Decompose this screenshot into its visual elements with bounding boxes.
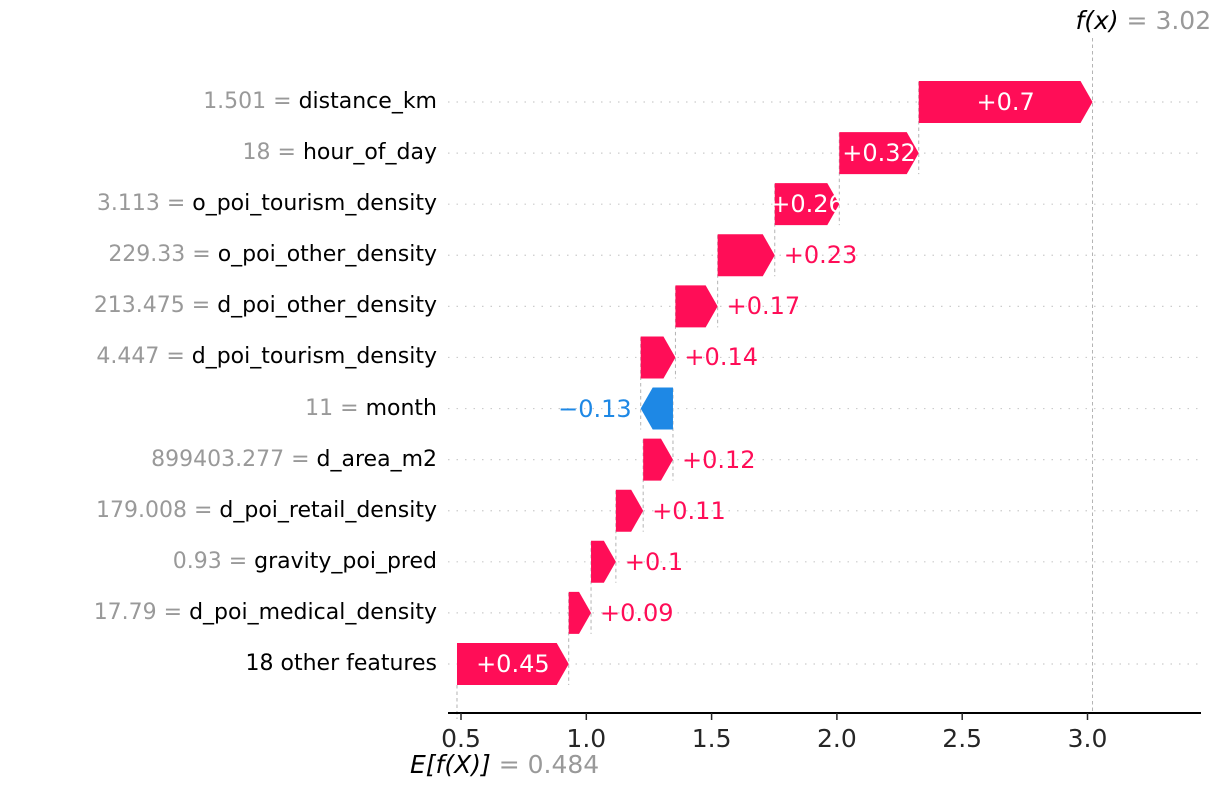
feature-name: gravity_poi_pred xyxy=(254,548,437,574)
feature-row-label: 0.93 = gravity_poi_pred xyxy=(173,547,437,577)
waterfall-bar-month xyxy=(640,387,673,430)
feature-value: 4.447 xyxy=(96,344,160,370)
base-annotation: E[f(X)] = 0.484 xyxy=(410,750,599,780)
equals-sign: = xyxy=(284,446,317,472)
feature-value: 3.113 xyxy=(96,191,160,217)
feature-value: 1.501 xyxy=(203,89,267,114)
waterfall-bar-d-poi-tourism-density xyxy=(640,336,676,379)
feature-value: 179.008 xyxy=(96,497,187,523)
feature-row-label: 18 = hour_of_day xyxy=(243,138,437,168)
x-tick-label: 0.5 xyxy=(441,724,481,753)
feature-row-label: 1.501 = distance_km xyxy=(203,87,437,117)
equals-sign: = xyxy=(333,395,366,421)
feature-name: distance_km xyxy=(298,89,437,114)
feature-row-label: 3.113 = o_poi_tourism_density xyxy=(97,189,437,219)
feature-row-label: 899403.277 = d_area_m2 xyxy=(151,445,437,475)
waterfall-bar-d-poi-retail-density xyxy=(615,489,644,532)
fx-label: f(x) xyxy=(1075,6,1119,35)
feature-value: 229.33 xyxy=(108,242,186,268)
equals-sign: = xyxy=(266,89,299,114)
feature-value: 0.93 xyxy=(172,548,222,574)
base-value: 0.484 xyxy=(527,750,600,779)
bar-value-label: +0.11 xyxy=(652,496,726,525)
equals-sign: = xyxy=(159,344,192,370)
feature-row-label: 17.79 = d_poi_medical_density xyxy=(94,598,437,628)
x-tick-label: 3.0 xyxy=(1067,724,1108,753)
bar-value-label: +0.1 xyxy=(624,547,684,576)
waterfall-bar-o-poi-other-density xyxy=(717,234,775,277)
feature-row-label: 229.33 = o_poi_other_density xyxy=(108,240,437,270)
feature-name: hour_of_day xyxy=(302,140,437,166)
feature-row-label: 18 other features xyxy=(246,649,437,679)
waterfall-bar-d-poi-medical-density xyxy=(568,591,592,634)
bar-value-label: +0.09 xyxy=(600,598,674,627)
feature-value: 213.475 xyxy=(93,293,185,319)
base-equals: = xyxy=(490,750,528,779)
waterfall-bar-hour-of-day xyxy=(839,132,919,175)
fx-equals: = xyxy=(1118,6,1156,35)
feature-value: 17.79 xyxy=(93,599,157,625)
bar-value-label: +0.23 xyxy=(783,241,858,270)
bar-value-label: +0.45 xyxy=(476,649,550,678)
feature-name: o_poi_other_density xyxy=(217,242,437,268)
bar-value-label: +0.14 xyxy=(684,343,758,372)
feature-value: 11 xyxy=(305,395,334,421)
equals-sign: = xyxy=(221,548,255,574)
feature-name: month xyxy=(365,395,437,421)
feature-name: o_poi_tourism_density xyxy=(192,191,437,217)
feature-name: d_poi_tourism_density xyxy=(191,344,437,370)
feature-name: 18 other features xyxy=(245,650,437,676)
bar-value-label: +0.12 xyxy=(681,445,756,474)
bar-value-label: +0.32 xyxy=(842,139,916,168)
equals-sign: = xyxy=(186,497,220,523)
feature-row-label: 4.447 = d_poi_tourism_density xyxy=(96,342,437,372)
feature-row-label: 213.475 = d_poi_other_density xyxy=(94,291,437,321)
feature-name: d_poi_other_density xyxy=(217,293,437,319)
equals-sign: = xyxy=(270,140,303,166)
waterfall-bar-18-other-features xyxy=(456,642,569,685)
x-tick-label: 2.5 xyxy=(942,724,983,753)
bar-value-label: +0.17 xyxy=(726,292,801,321)
feature-name: d_poi_medical_density xyxy=(189,599,437,625)
equals-sign: = xyxy=(185,242,218,268)
waterfall-bar-distance-km xyxy=(918,81,1093,123)
x-tick-label: 1.0 xyxy=(566,724,607,753)
fx-value: 3.02 xyxy=(1155,6,1212,35)
bar-value-label: +0.26 xyxy=(770,190,844,219)
bar-value-label: −0.13 xyxy=(558,394,632,423)
feature-value: 899403.277 xyxy=(151,446,285,472)
equals-sign: = xyxy=(184,293,218,319)
feature-name: d_area_m2 xyxy=(316,446,437,472)
base-label: E[f(X)] xyxy=(410,750,491,779)
feature-value: 18 xyxy=(242,140,271,166)
x-tick-label: 2.0 xyxy=(817,724,857,753)
x-tick-label: 1.5 xyxy=(691,724,732,753)
bar-value-label: +0.7 xyxy=(976,88,1035,116)
waterfall-bar-gravity-poi-pred xyxy=(591,540,616,583)
equals-sign: = xyxy=(156,599,190,625)
equals-sign: = xyxy=(159,191,193,217)
feature-name: d_poi_retail_density xyxy=(219,497,437,523)
waterfall-bar-o-poi-tourism-density xyxy=(774,183,840,226)
waterfall-bar-d-poi-other-density xyxy=(675,285,718,328)
waterfall-bar-d-area-m2 xyxy=(643,438,673,481)
feature-row-label: 179.008 = d_poi_retail_density xyxy=(96,496,437,526)
feature-row-label: 11 = month xyxy=(305,394,437,424)
fx-annotation: f(x) = 3.02 xyxy=(1076,6,1212,36)
